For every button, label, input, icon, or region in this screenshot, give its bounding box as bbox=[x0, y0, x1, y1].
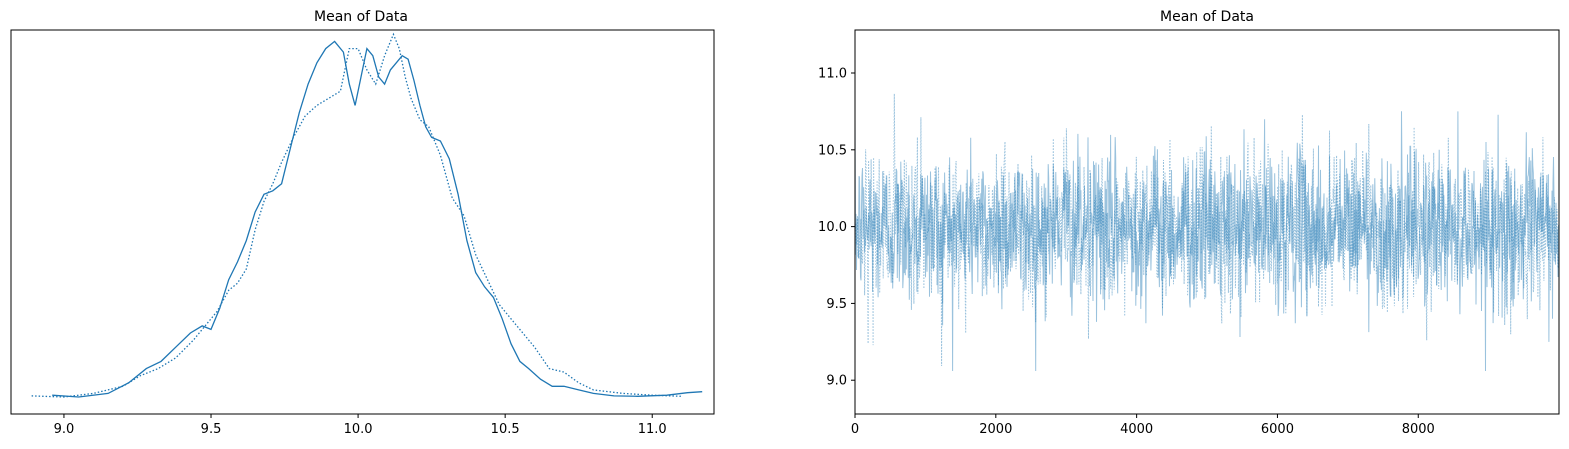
density-series-group bbox=[31, 32, 703, 398]
density-axes-frame bbox=[10, 29, 715, 415]
density-x-tick-label: 9.0 bbox=[54, 422, 75, 437]
density-line-solid bbox=[52, 40, 703, 398]
trace-y-tick-label: 9.0 bbox=[826, 374, 847, 389]
density-x-tick-label: 11.0 bbox=[638, 422, 667, 437]
trace-x-tick-label: 6000 bbox=[1261, 422, 1294, 437]
trace-line-dotted bbox=[854, 93, 1560, 367]
density-panel: Mean of Data 9.0 9.5 10.0 10.5 11.0 bbox=[10, 9, 715, 437]
density-title: Mean of Data bbox=[314, 9, 408, 25]
density-x-ticks: 9.0 9.5 10.0 10.5 11.0 bbox=[54, 414, 667, 437]
trace-title: Mean of Data bbox=[1160, 9, 1254, 25]
trace-x-tick-label: 0 bbox=[851, 422, 859, 437]
trace-y-tick-label: 10.0 bbox=[818, 220, 847, 235]
trace-y-tick-label: 11.0 bbox=[818, 67, 847, 82]
density-x-tick-label: 9.5 bbox=[201, 422, 222, 437]
density-x-tick-label: 10.5 bbox=[491, 422, 520, 437]
trace-x-tick-label: 8000 bbox=[1402, 422, 1435, 437]
trace-x-tick-label: 4000 bbox=[1120, 422, 1153, 437]
trace-panel: Mean of Data 0 2000 4000 6000 8000 9.0 9.5 10.… bbox=[818, 9, 1560, 437]
density-line-dotted bbox=[31, 32, 682, 398]
trace-x-tick-label: 2000 bbox=[979, 422, 1012, 437]
trace-series-group bbox=[854, 93, 1560, 372]
trace-y-tick-label: 10.5 bbox=[818, 143, 847, 158]
trace-y-ticks: 9.0 9.5 10.0 10.5 11.0 bbox=[818, 67, 855, 389]
trace-y-tick-label: 9.5 bbox=[826, 297, 847, 312]
trace-axes-frame bbox=[854, 29, 1560, 415]
trace-line-solid bbox=[854, 111, 1560, 372]
trace-x-ticks: 0 2000 4000 6000 8000 bbox=[851, 414, 1435, 437]
density-x-tick-label: 10.0 bbox=[344, 422, 373, 437]
